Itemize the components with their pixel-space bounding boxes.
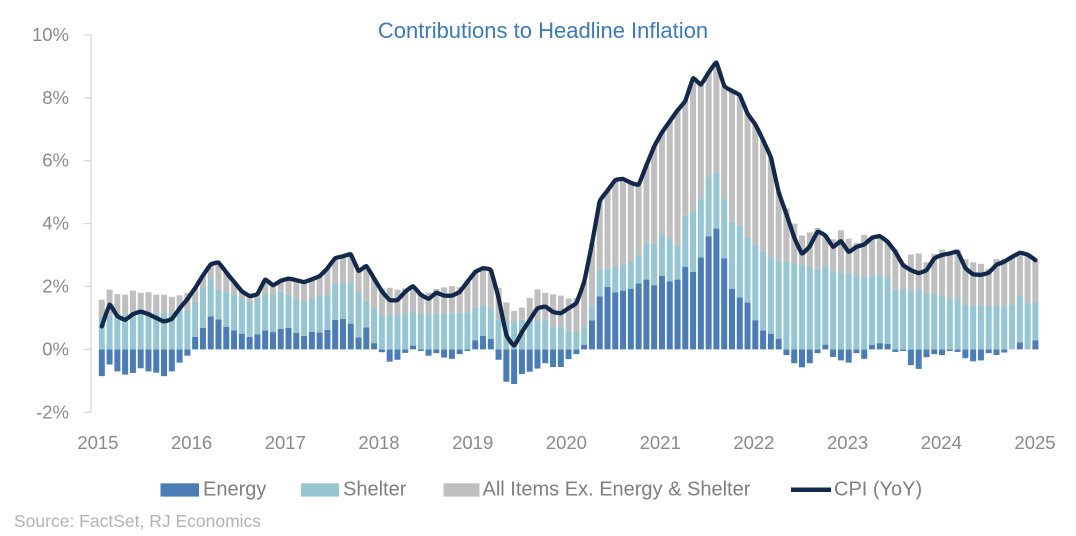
svg-text:2019: 2019 [452,432,493,453]
svg-text:6%: 6% [42,150,69,171]
svg-text:-2%: -2% [36,401,69,422]
svg-text:0%: 0% [42,338,69,359]
svg-text:2020: 2020 [546,432,587,453]
svg-text:2%: 2% [42,276,69,297]
svg-text:10%: 10% [32,24,69,45]
svg-text:2023: 2023 [827,432,868,453]
svg-text:2022: 2022 [733,432,774,453]
svg-text:CPI (YoY): CPI (YoY) [834,479,922,501]
svg-text:2015: 2015 [77,432,118,453]
svg-text:2021: 2021 [640,432,681,453]
svg-text:2016: 2016 [171,432,212,453]
svg-text:8%: 8% [42,87,69,108]
svg-text:2018: 2018 [358,432,399,453]
svg-text:All Items Ex. Energy & Shelter: All Items Ex. Energy & Shelter [483,479,751,501]
svg-text:Contributions to Headline Infl: Contributions to Headline Inflation [378,18,708,43]
svg-text:Shelter: Shelter [343,479,407,501]
svg-text:2025: 2025 [1014,432,1055,453]
svg-text:Energy: Energy [203,479,266,501]
svg-text:Source: FactSet, RJ Economics: Source: FactSet, RJ Economics [14,511,261,531]
svg-text:2024: 2024 [921,432,962,453]
svg-text:4%: 4% [42,213,69,234]
svg-text:2017: 2017 [265,432,306,453]
